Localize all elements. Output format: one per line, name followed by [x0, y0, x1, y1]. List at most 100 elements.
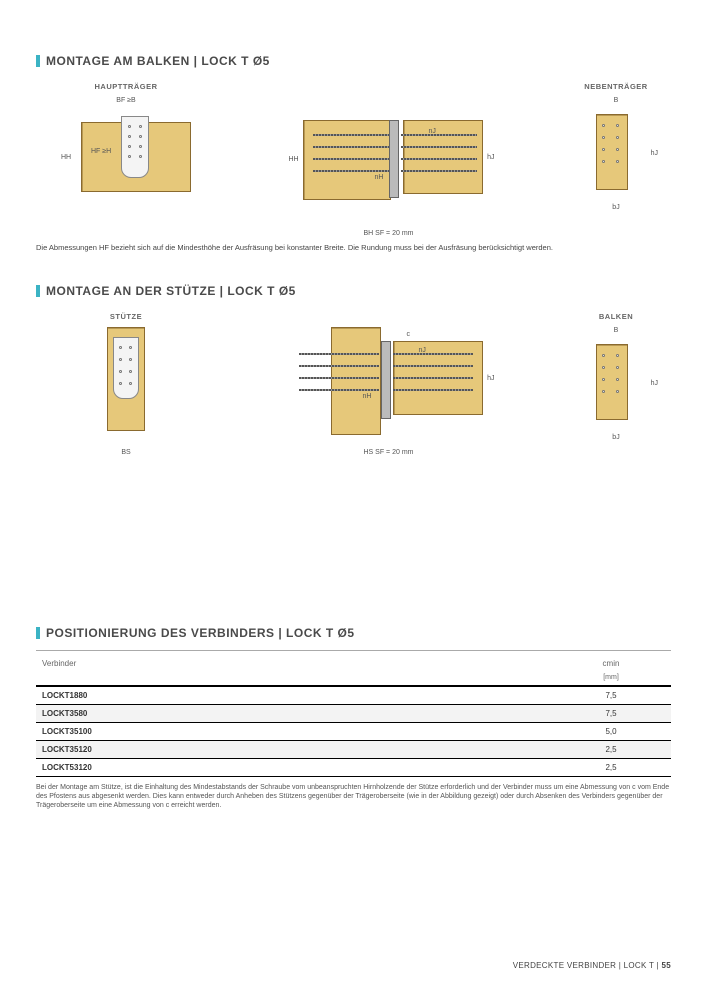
- cell-val: 7,5: [551, 707, 671, 720]
- dim-bj: bJ: [561, 204, 671, 211]
- s1-d2: HH nJ nH hJ: [289, 110, 489, 210]
- table-row: LOCKT1880 7,5: [36, 687, 671, 705]
- screw-hole: [139, 135, 142, 138]
- section-2-title: MONTAGE AN DER STÜTZE | LOCK T Ø5: [36, 284, 671, 298]
- title-bar-icon: [36, 55, 40, 67]
- screw-hole: [602, 148, 605, 151]
- s2-stütze: STÜTZE BS: [36, 312, 216, 456]
- screw-line: [393, 365, 473, 367]
- s1-bf-label: BF ≥B: [36, 97, 216, 104]
- section-2-title-text: MONTAGE AN DER STÜTZE | LOCK T Ø5: [46, 284, 296, 298]
- screw-hole: [128, 135, 131, 138]
- dim-bj: bJ: [561, 434, 671, 441]
- unit-mm: [mm]: [551, 672, 671, 685]
- screw-hole: [129, 358, 132, 361]
- screw-hole: [616, 378, 619, 381]
- s2-d1: [91, 327, 161, 437]
- screw-hole: [129, 346, 132, 349]
- screw-hole: [616, 390, 619, 393]
- s2-col3-label: BALKEN: [561, 312, 671, 321]
- screw-line: [299, 353, 379, 355]
- s1-assembly: . . HH nJ nH hJ BH S: [279, 82, 499, 237]
- screw-hole: [128, 145, 131, 148]
- dim-hh: HH: [289, 156, 299, 163]
- table-unit-row: [mm]: [36, 672, 671, 687]
- screw-line: [313, 170, 389, 172]
- screw-hole: [602, 124, 605, 127]
- screw-line: [401, 158, 477, 160]
- dim-b: B: [561, 97, 671, 104]
- connector-side: [389, 120, 399, 198]
- screw-hole: [139, 145, 142, 148]
- screw-line: [313, 158, 389, 160]
- screw-hole: [128, 155, 131, 158]
- section-1-title-text: MONTAGE AM BALKEN | LOCK T Ø5: [46, 54, 270, 68]
- screw-hole: [602, 160, 605, 163]
- screw-line: [401, 146, 477, 148]
- table-header: Verbinder cmin: [36, 650, 671, 672]
- dim-nh: nH: [375, 174, 384, 181]
- cell-name: LOCKT35120: [36, 743, 551, 756]
- s1-col3-label: NEBENTRÄGER: [561, 82, 671, 91]
- screw-hole: [616, 354, 619, 357]
- cell-name: LOCKT53120: [36, 761, 551, 774]
- screw-line: [299, 377, 379, 379]
- cell-val: 5,0: [551, 725, 671, 738]
- title-bar-icon: [36, 285, 40, 297]
- dim-hf: HF ≥H: [91, 148, 111, 155]
- screw-hole: [602, 378, 605, 381]
- screw-hole: [602, 136, 605, 139]
- s2-d2: c nJ nH hJ: [289, 327, 489, 437]
- table-row: LOCKT35100 5,0: [36, 723, 671, 741]
- screw-hole: [616, 160, 619, 163]
- screw-line: [401, 170, 477, 172]
- cell-name: LOCKT1880: [36, 689, 551, 702]
- table-row: LOCKT53120 2,5: [36, 759, 671, 777]
- wood-left: [303, 120, 391, 200]
- screw-hole: [128, 125, 131, 128]
- screw-line: [299, 389, 379, 391]
- dim-nj: nJ: [429, 128, 436, 135]
- title-bar-icon: [36, 627, 40, 639]
- s1-nebenträger: NEBENTRÄGER B hJ bJ: [561, 82, 671, 237]
- wood-endgrain: [596, 114, 628, 190]
- connector-side: [381, 341, 391, 419]
- wood-endgrain: [596, 344, 628, 420]
- screw-hole: [119, 346, 122, 349]
- screw-line: [401, 134, 477, 136]
- s1-col1-label: HAUPTTRÄGER: [36, 82, 216, 91]
- screw-line: [393, 377, 473, 379]
- s2-col1-label: STÜTZE: [36, 312, 216, 321]
- screw-hole: [616, 148, 619, 151]
- s2-d3: hJ: [586, 340, 646, 430]
- page-footer: VERDECKTE VERBINDER | LOCK T | 55: [513, 961, 671, 970]
- section-2-diagrams: STÜTZE BS .: [36, 312, 671, 456]
- screw-hole: [139, 155, 142, 158]
- screw-hole: [602, 390, 605, 393]
- section-3-title-text: POSITIONIERUNG DES VERBINDERS | LOCK T Ø…: [46, 626, 355, 640]
- page: MONTAGE AM BALKEN | LOCK T Ø5 HAUPTTRÄGE…: [0, 0, 707, 841]
- screw-hole: [129, 382, 132, 385]
- screw-hole: [616, 136, 619, 139]
- screw-hole: [119, 370, 122, 373]
- section-1-diagrams: HAUPTTRÄGER BF ≥B HH HF ≥H: [36, 82, 671, 237]
- screw-line: [393, 389, 473, 391]
- connector-plate: [121, 116, 149, 178]
- s3-note: Bei der Montage am Stütze, ist die Einha…: [36, 783, 671, 811]
- wood-post: [331, 327, 381, 435]
- dim-hj: hJ: [487, 154, 494, 161]
- s1-note: Die Abmessungen HF bezieht sich auf die …: [36, 243, 671, 254]
- footer-page-number: 55: [662, 961, 672, 970]
- screw-hole: [616, 366, 619, 369]
- dim-hj: hJ: [487, 375, 494, 382]
- screw-line: [393, 353, 473, 355]
- s1-d1: HH HF ≥H: [61, 110, 191, 200]
- dim-b: B: [561, 327, 671, 334]
- dim-hj: hJ: [651, 380, 658, 387]
- th-cmin: cmin: [551, 655, 671, 672]
- dim-bs: BS: [36, 449, 216, 456]
- section-3-title: POSITIONIERUNG DES VERBINDERS | LOCK T Ø…: [36, 626, 671, 640]
- connector-plate: [113, 337, 139, 399]
- screw-line: [313, 146, 389, 148]
- wood-right: [403, 120, 483, 194]
